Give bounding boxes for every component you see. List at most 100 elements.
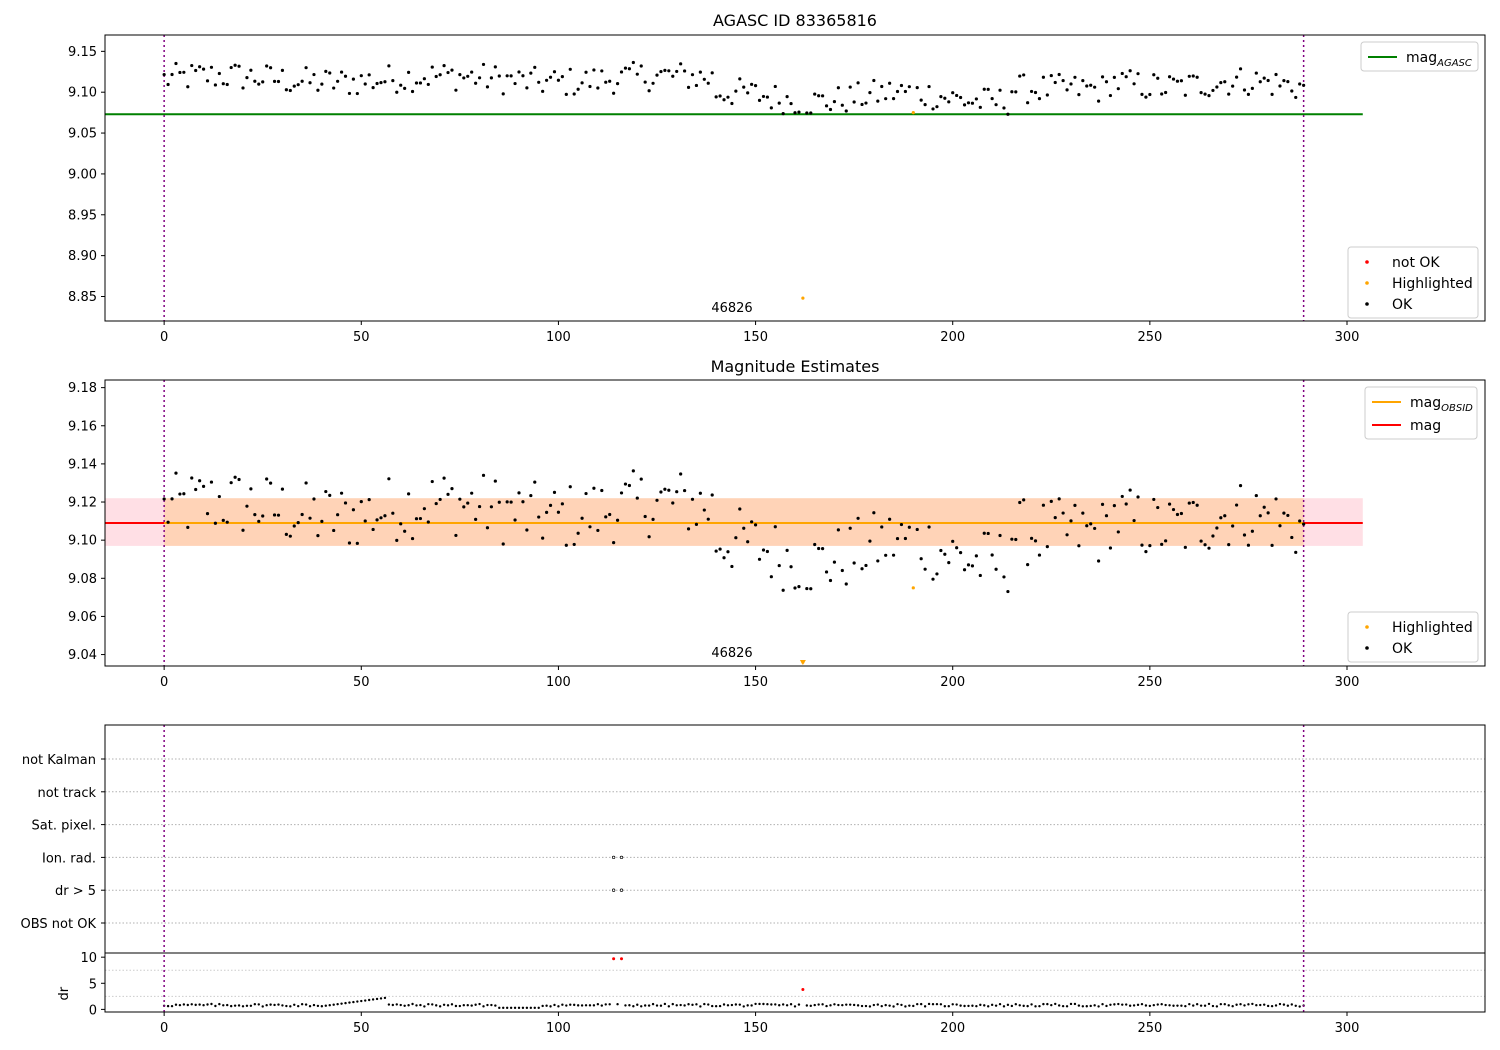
ok-point [809, 111, 813, 115]
ok-point [477, 76, 482, 80]
ok-point [296, 83, 300, 87]
dr-point [178, 1003, 182, 1007]
ok-point [1175, 512, 1180, 517]
ok-point [978, 105, 982, 109]
ok-point [1112, 504, 1116, 508]
ok-point [182, 492, 186, 496]
dr-point [170, 1004, 174, 1008]
dr-point [1061, 1004, 1065, 1008]
ok-point [505, 74, 509, 78]
dr-point [990, 1003, 994, 1007]
ok-point [410, 536, 415, 541]
dr-point [399, 1003, 402, 1007]
ok-point [355, 541, 359, 545]
ok-point [1258, 514, 1262, 518]
ok-point [304, 66, 308, 70]
ok-point [525, 86, 529, 90]
x-tick-label: 100 [546, 675, 571, 690]
ok-point [336, 79, 340, 83]
ok-point [753, 84, 758, 88]
flag-label: not Kalman [22, 753, 96, 768]
ok-point [576, 87, 580, 91]
ok-point [407, 492, 411, 496]
ok-point [773, 525, 777, 529]
dr-tick-label: 0 [89, 1003, 97, 1018]
ok-point [241, 86, 245, 90]
ok-point [730, 101, 734, 106]
dr-point [328, 1004, 331, 1007]
ok-point [548, 503, 553, 507]
dr-point [1010, 1004, 1014, 1008]
ok-point [545, 510, 549, 514]
dr-point [490, 1003, 493, 1007]
dr-point [1038, 1004, 1041, 1008]
ok-point [233, 475, 237, 479]
dr-point [423, 1005, 426, 1008]
ok-point [639, 64, 643, 68]
ok-point [1041, 75, 1045, 79]
ok-point [884, 553, 888, 557]
flag-label: OBS not OK [21, 917, 97, 932]
x-tick-label: 50 [353, 330, 370, 345]
ok-point [221, 82, 225, 86]
ok-point [675, 69, 679, 74]
ok-point [596, 86, 600, 90]
ok-point [1215, 85, 1219, 89]
dr-point [742, 1005, 745, 1008]
ok-point [280, 68, 285, 72]
dr-point [608, 1003, 611, 1006]
ok-point [643, 80, 647, 84]
dr-point [809, 1004, 812, 1008]
ok-point [166, 82, 170, 87]
ok-point [805, 111, 809, 115]
dr-point [1227, 1004, 1230, 1007]
ok-point [738, 77, 742, 81]
y-tick-label: 8.85 [68, 290, 97, 305]
dr-point [174, 1003, 178, 1006]
flags-panel: not Kalman not track Sat. pixel. Ion. rad. d… [21, 724, 1486, 1036]
ok-point [757, 98, 762, 103]
ok-point [1171, 507, 1176, 512]
ok-point [1089, 522, 1093, 526]
dr-point [1188, 1002, 1191, 1006]
dr-point [1093, 1004, 1096, 1007]
ok-point [205, 512, 210, 516]
ok-point [738, 507, 742, 511]
legend-label: mag [1410, 418, 1441, 434]
dr-point [1054, 1002, 1057, 1006]
out-of-range-marker [799, 660, 806, 665]
ok-point [446, 70, 450, 75]
ok-point [793, 586, 797, 590]
dr-point [1298, 1005, 1301, 1008]
ok-point [1282, 79, 1286, 83]
ok-point [702, 77, 706, 81]
ok-point [734, 89, 738, 93]
dr-point [297, 1004, 300, 1008]
ok-point [1278, 524, 1282, 528]
ok-point [604, 515, 608, 519]
dr-point [482, 1005, 485, 1008]
ok-point [347, 541, 352, 545]
ok-point [1266, 511, 1270, 515]
ok-point [1203, 543, 1207, 547]
agasc-obsid-annotation: 46826 [711, 301, 752, 316]
plot-frame [104, 379, 1486, 667]
ok-point [817, 94, 821, 98]
dr-point [584, 1004, 588, 1007]
ok-point [383, 80, 387, 84]
ok-point [955, 93, 959, 98]
ok-point [1179, 79, 1183, 83]
ok-point [1128, 488, 1132, 492]
dr-point [277, 1003, 280, 1006]
highlighted-point [911, 111, 915, 115]
dr-point [214, 1004, 217, 1008]
ok-point [1112, 75, 1116, 79]
ok-point [1029, 89, 1034, 94]
ok-point [1262, 76, 1266, 80]
ok-point [403, 86, 407, 90]
ok-point [1223, 514, 1227, 518]
dr-point [494, 1004, 497, 1007]
dr-point [1211, 1004, 1215, 1008]
